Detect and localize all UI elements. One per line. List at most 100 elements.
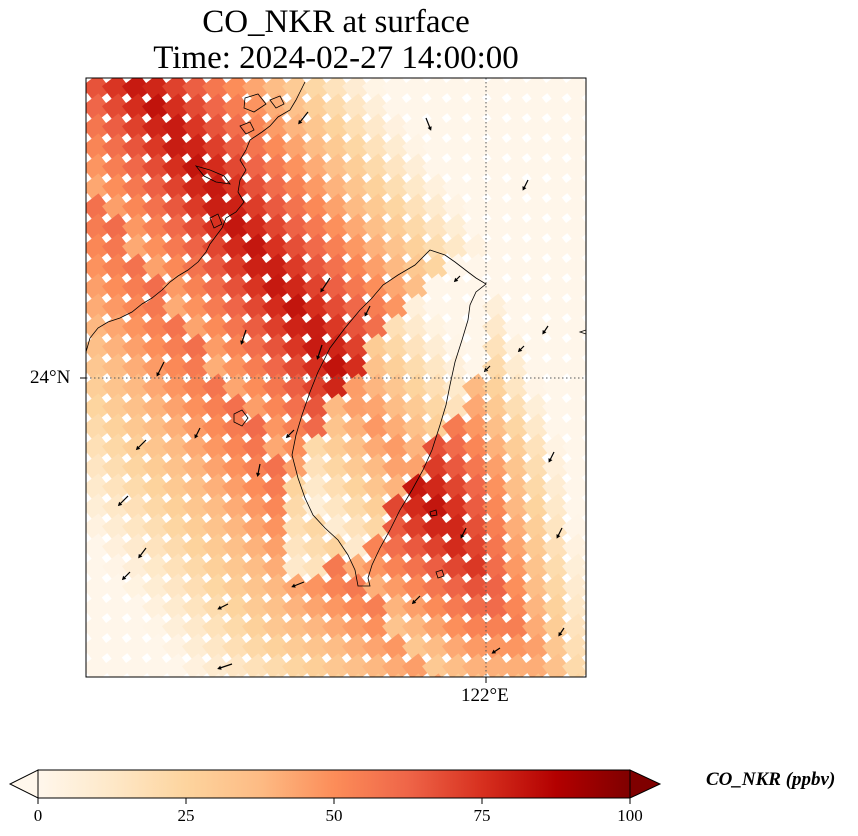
field-cell [441, 273, 472, 303]
field-cell [101, 113, 132, 143]
field-cell [501, 413, 532, 443]
field-cell [281, 133, 312, 163]
field-cell [441, 373, 472, 403]
field-cell [201, 413, 232, 443]
field-cell [141, 413, 172, 443]
field-cell [121, 233, 152, 263]
field-cell [561, 133, 586, 163]
field-cell [541, 433, 572, 463]
field-cell [361, 633, 392, 663]
field-cell [141, 93, 172, 123]
field-cell [86, 413, 112, 443]
field-cell [401, 613, 432, 643]
coastlines [86, 81, 586, 587]
field-cell [201, 153, 232, 183]
field-cell [241, 593, 272, 623]
field-cell [321, 653, 352, 677]
field-cell [441, 213, 472, 243]
field-cell [501, 553, 532, 583]
field-cell [381, 593, 412, 623]
field-cell [121, 573, 152, 603]
field-cell [141, 653, 172, 677]
field-cell [181, 373, 212, 403]
field-cell [541, 533, 572, 563]
field-cell [321, 573, 352, 603]
field-cell [321, 533, 352, 563]
field-cell [381, 113, 412, 143]
field-cell [421, 213, 452, 243]
colorbar-extend-low [8, 769, 39, 799]
field-cell [281, 93, 312, 123]
field-cell [121, 493, 152, 523]
taiwan-coastline [291, 249, 487, 587]
field-cell [301, 213, 332, 243]
field-cell [301, 233, 332, 263]
field-cell [341, 173, 372, 203]
field-cell [121, 273, 152, 303]
field-cell [461, 573, 492, 603]
field-cell [301, 373, 332, 403]
field-cell [86, 473, 112, 503]
field-cell [561, 593, 586, 623]
field-cell [241, 113, 272, 143]
field-cell [421, 233, 452, 263]
field-cell [481, 633, 512, 663]
field-cell [141, 473, 172, 503]
field-cell [121, 333, 152, 363]
field-cell [301, 333, 332, 363]
field-cell [261, 393, 292, 423]
wind-arrow [138, 547, 147, 559]
field-cell [581, 673, 586, 677]
field-cell [541, 293, 572, 323]
field-cell [421, 453, 452, 483]
field-cell [561, 373, 586, 403]
field-cell [101, 253, 132, 283]
field-cell [381, 633, 412, 663]
field-cell [161, 313, 192, 343]
field-cell [461, 633, 492, 663]
field-cell [101, 133, 132, 163]
field-cell [381, 393, 412, 423]
field-cell [281, 393, 312, 423]
field-cell [261, 273, 292, 303]
field-cell [301, 653, 332, 677]
colorbar-gradient [37, 769, 631, 799]
field-cell [521, 273, 552, 303]
field-cell [441, 293, 472, 323]
field-cell [441, 433, 472, 463]
field-cell [321, 433, 352, 463]
field-cell [521, 253, 552, 283]
field-cell [461, 353, 492, 383]
field-cell [481, 333, 512, 363]
field-cell [181, 613, 212, 643]
field-cell [86, 193, 112, 223]
colorbar-label: CO_NKR (ppbv) [706, 769, 836, 790]
field-cell [561, 553, 586, 583]
field-cell [521, 493, 552, 523]
field-cell [141, 333, 172, 363]
field-cell [461, 533, 492, 563]
field-cell [161, 333, 192, 363]
field-cell [101, 613, 132, 643]
field-cell [501, 353, 532, 383]
field-cell [261, 313, 292, 343]
field-cell [501, 253, 532, 283]
wind-arrow [194, 427, 201, 439]
field-cell [421, 78, 452, 103]
wind-arrow [217, 663, 233, 670]
field-cell [181, 533, 212, 563]
field-cell [121, 413, 152, 443]
field-cell [161, 493, 192, 523]
field-cell [161, 513, 192, 543]
field-cell [301, 153, 332, 183]
field-cell [281, 653, 312, 677]
field-cell [201, 213, 232, 243]
field-cell [401, 133, 432, 163]
field-cell [141, 173, 172, 203]
field-cell [141, 78, 172, 103]
field-cell [201, 253, 232, 283]
field-cell [441, 613, 472, 643]
field-cell [541, 213, 572, 243]
field-cell [101, 193, 132, 223]
